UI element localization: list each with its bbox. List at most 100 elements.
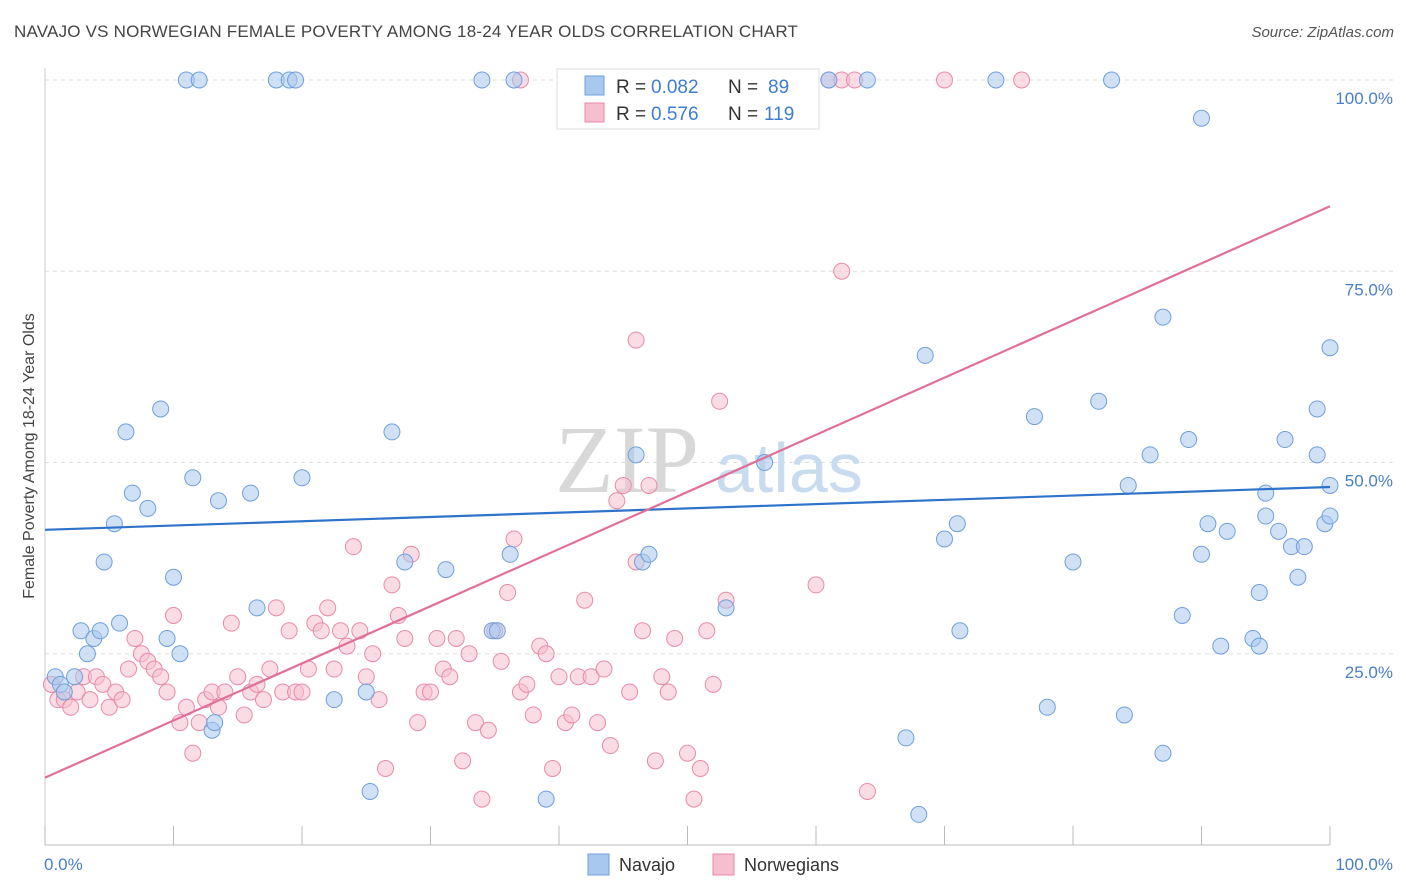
y-tick-label: 100.0%: [1335, 89, 1393, 108]
navajo-point: [152, 400, 170, 418]
norwegians-point: [659, 683, 677, 701]
navajo-point: [473, 71, 491, 89]
stats-n-value-norwegians: 119: [764, 104, 794, 125]
norwegians-point: [704, 675, 722, 693]
navajo-point: [184, 469, 202, 487]
navajo-point: [1141, 446, 1159, 464]
norwegians-point: [165, 607, 182, 624]
y-tick-label: 25.0%: [1345, 663, 1393, 682]
stats-n-label-navajo: N =: [728, 77, 758, 98]
navajo-point: [1119, 476, 1137, 494]
norwegians-point: [254, 691, 272, 709]
navajo-point: [1115, 706, 1133, 724]
norwegians-point: [466, 714, 484, 732]
navajo-point: [1270, 522, 1288, 540]
norwegians-point: [229, 668, 247, 686]
y-tick-labels: 25.0% 50.0% 75.0% 100.0%: [1335, 89, 1393, 682]
navajo-point: [1276, 431, 1294, 449]
navajo-point: [209, 492, 227, 510]
navajo-point: [916, 346, 934, 364]
navajo-point: [1250, 584, 1268, 602]
navajo-point: [505, 71, 523, 89]
navajo-point: [1212, 637, 1230, 655]
norwegians-point: [563, 706, 581, 724]
norwegians-point: [595, 660, 613, 678]
norwegians-point: [524, 706, 542, 724]
navajo-point: [91, 622, 109, 640]
norwegians-point: [235, 706, 253, 724]
norwegians-point: [267, 599, 285, 617]
navajo-point: [248, 599, 266, 617]
x-tick-labels: 0.0% 100.0%: [44, 855, 1393, 874]
navajo-point: [1154, 308, 1172, 326]
navajo-point: [357, 683, 375, 701]
norwegians-point: [293, 683, 311, 701]
navajo-point: [383, 423, 401, 441]
norwegians-point: [113, 691, 131, 709]
navajo-point: [537, 790, 555, 808]
navajo-point: [117, 423, 135, 441]
norwegians-point: [428, 629, 446, 647]
norwegians-point: [447, 629, 465, 647]
norwegians-point: [396, 629, 414, 647]
navajo-point: [1090, 392, 1108, 410]
navajo-point: [820, 71, 838, 89]
legend-label-norwegians: Norwegians: [744, 855, 839, 875]
navajo-point: [111, 614, 129, 632]
navajo-point: [1193, 109, 1210, 127]
navajo-point: [242, 484, 260, 502]
norwegians-point: [505, 530, 523, 548]
navajo-point: [1308, 400, 1326, 418]
norwegians-point: [370, 691, 388, 709]
y-tick-label: 75.0%: [1345, 280, 1393, 299]
navajo-point: [165, 568, 182, 586]
navajo-point: [858, 71, 876, 89]
watermark-zip: ZIP: [555, 406, 699, 513]
norwegians-point: [280, 622, 298, 640]
navajo-point: [1154, 744, 1172, 762]
stats-r-value-norwegians: 0.576: [651, 104, 699, 125]
navajo-point: [1321, 476, 1339, 494]
stats-n-value-navajo: 89: [768, 77, 789, 98]
navajo-point: [123, 484, 141, 502]
norwegians-point: [312, 622, 330, 640]
series-legend: Navajo Norwegians: [587, 853, 839, 876]
navajo-point: [1199, 515, 1217, 533]
stats-swatch-norwegians: [584, 102, 605, 123]
norwegians-point: [627, 331, 645, 349]
norwegians-point: [222, 614, 240, 632]
navajo-point: [910, 805, 928, 823]
norwegians-point: [100, 698, 118, 716]
navajo-point: [897, 729, 915, 747]
norwegians-point: [621, 683, 639, 701]
navajo-point: [1193, 545, 1210, 563]
norwegians-trend-line: [44, 205, 1331, 779]
legend-swatch-navajo: [587, 853, 610, 876]
norwegians-point: [422, 683, 439, 701]
norwegians-point: [582, 668, 600, 686]
gridlines: [45, 79, 1393, 655]
norwegians-point: [158, 683, 176, 701]
norwegians-point: [698, 622, 716, 640]
x-tick-label: 100.0%: [1335, 855, 1393, 874]
navajo-point: [1038, 698, 1056, 716]
navajo-point: [1025, 408, 1043, 426]
stats-n-label-norwegians: N =: [728, 104, 758, 125]
norwegians-point: [126, 629, 144, 647]
norwegians-point: [409, 714, 427, 732]
navajo-point: [55, 683, 73, 701]
norwegians-point: [120, 660, 138, 678]
norwegians-point: [332, 622, 350, 640]
norwegians-point: [1013, 71, 1031, 89]
norwegians-point: [377, 760, 395, 777]
norwegians-point: [81, 691, 99, 709]
source-label: Source: ZipAtlas.com: [1251, 24, 1394, 41]
navajo-point: [627, 446, 645, 464]
watermark-atlas: atlas: [715, 429, 863, 507]
chart-title: NAVAJO VS NORWEGIAN FEMALE POVERTY AMONG…: [14, 22, 799, 41]
x-tick-label: 0.0%: [44, 855, 83, 874]
norwegians-points: [42, 71, 1031, 808]
norwegians-point: [614, 476, 632, 494]
navajo-points: [46, 71, 1339, 823]
norwegians-point: [94, 675, 112, 693]
